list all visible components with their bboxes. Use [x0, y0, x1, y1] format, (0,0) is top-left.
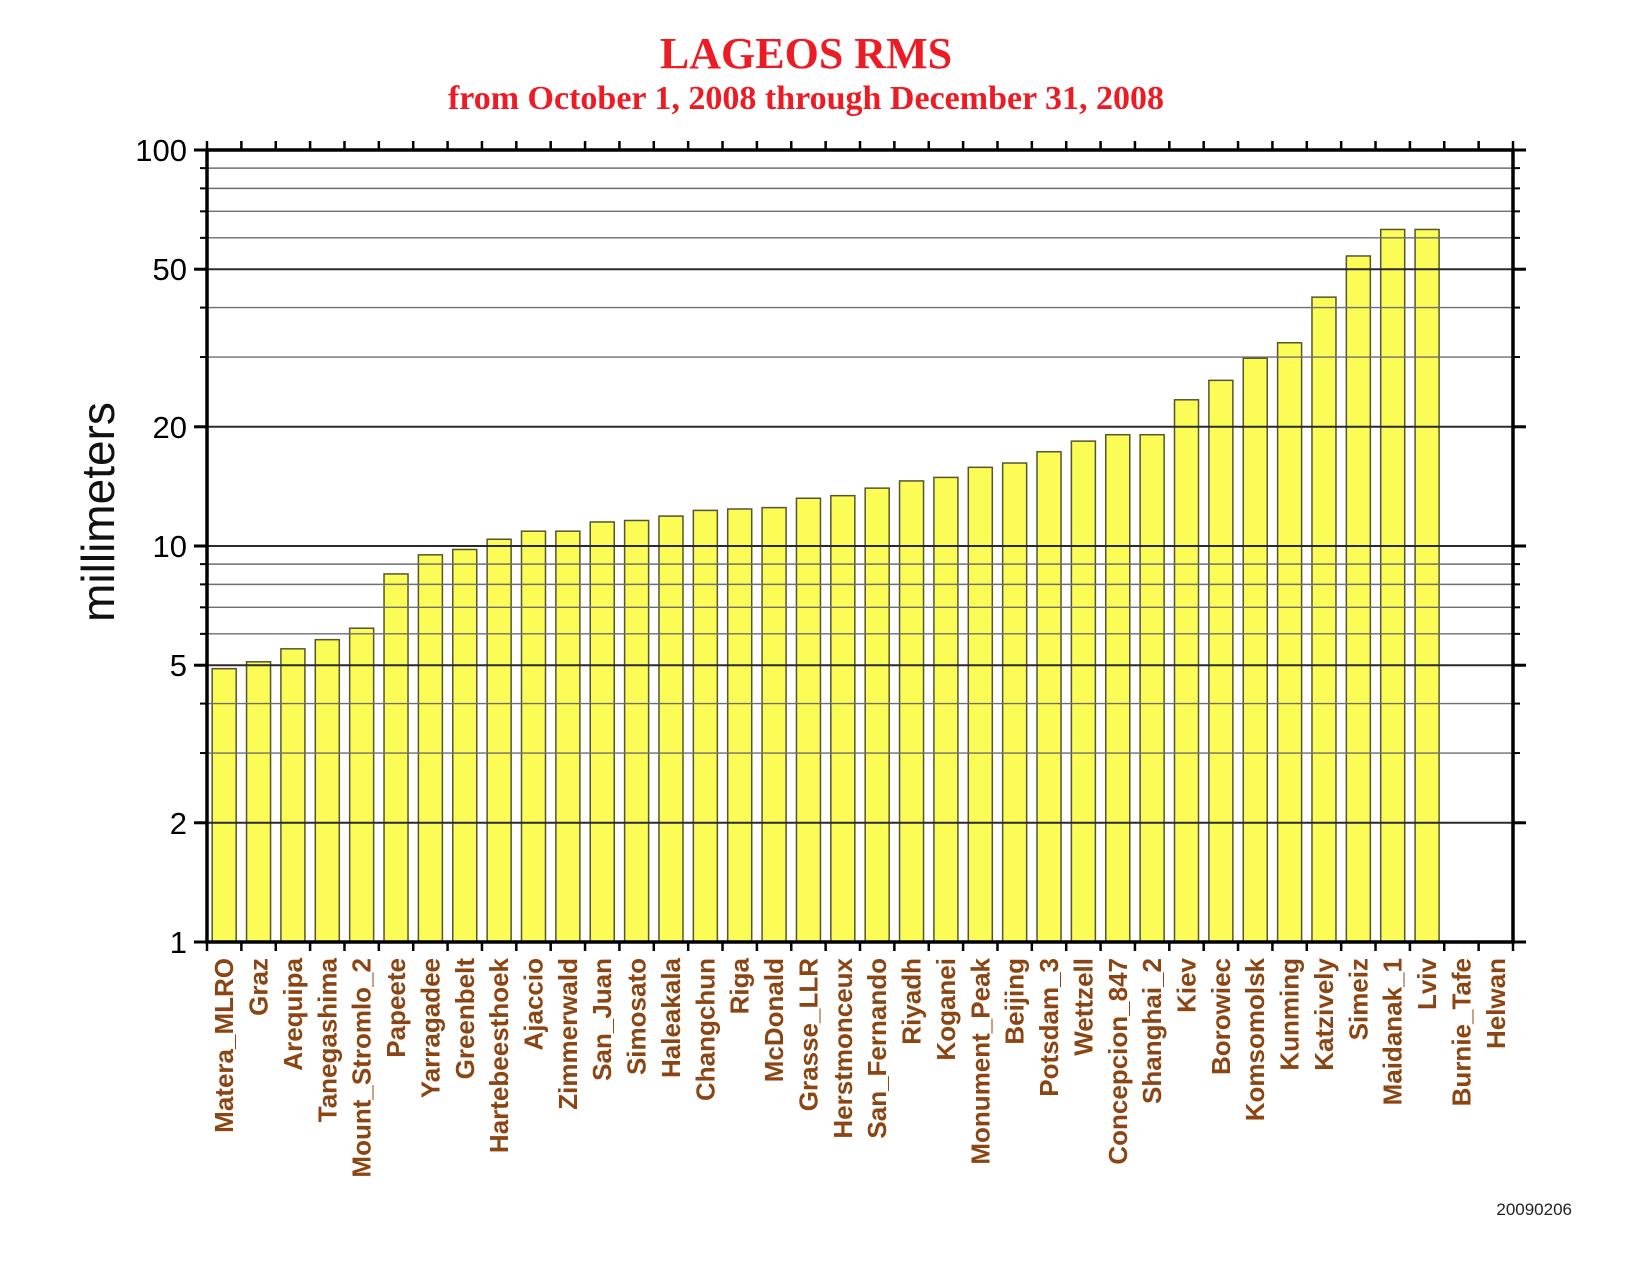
bar [383, 573, 409, 943]
bar [864, 487, 890, 943]
bar [211, 667, 237, 943]
y-tick-label: 50 [153, 252, 187, 287]
bar [1173, 399, 1200, 943]
y-tick-label: 5 [170, 648, 187, 683]
bar [314, 638, 341, 943]
station-label: Kunming [1275, 958, 1305, 1071]
bar [1242, 357, 1268, 943]
bar [1139, 433, 1165, 943]
station-label: Katzively [1309, 957, 1339, 1070]
bar [726, 508, 753, 943]
station-label: Lviv [1412, 957, 1442, 1010]
bar [417, 554, 444, 943]
bar [830, 494, 856, 943]
y-tick-label: 10 [153, 529, 187, 564]
station-label: Hartebeesthoek [484, 957, 514, 1153]
bar [1276, 342, 1303, 943]
bar [1208, 379, 1234, 943]
station-label: Wettzell [1068, 958, 1098, 1056]
station-label: Riyadh [897, 958, 927, 1045]
bar [1414, 228, 1440, 943]
datestamp: 20090206 [1496, 1200, 1572, 1219]
station-label: Grasse_LLR [793, 958, 823, 1111]
station-label: Kiev [1172, 957, 1202, 1012]
y-tick-label: 100 [135, 133, 187, 168]
bar [1070, 440, 1097, 943]
bar [933, 476, 959, 943]
station-label: Haleakala [656, 957, 686, 1078]
station-label: Mount_Stromlo_2 [347, 958, 377, 1178]
station-label: San_Juan [587, 958, 617, 1081]
station-label: Helwan [1481, 958, 1511, 1049]
station-label: Yarragadee [415, 958, 445, 1098]
station-label: Riga [725, 957, 755, 1014]
bar [1105, 433, 1131, 943]
bar [348, 627, 375, 943]
y-tick-label: 20 [153, 410, 187, 445]
station-label: Monument_Peak [965, 957, 995, 1164]
station-label: Simeiz [1343, 958, 1373, 1040]
bar [555, 530, 581, 943]
station-label: Zimmerwald [553, 958, 583, 1110]
y-tick-label: 2 [170, 806, 187, 841]
station-label: Papeete [381, 958, 411, 1058]
bar [1001, 462, 1028, 943]
bar [898, 480, 925, 943]
station-label: Graz [244, 958, 274, 1016]
station-label: Changchun [690, 958, 720, 1101]
station-label: Concepcion_847 [1103, 958, 1133, 1165]
bar [967, 466, 994, 943]
bar [486, 538, 512, 943]
station-label: Matera_MLRO [209, 958, 239, 1133]
station-label: Komsomolsk [1240, 957, 1270, 1121]
station-label: Tanegashima [312, 957, 342, 1122]
station-label: Beijing [1000, 958, 1030, 1045]
station-label: Potsdam_3 [1034, 958, 1064, 1097]
bar [658, 515, 684, 943]
y-tick-label: 1 [170, 925, 187, 960]
station-label: Burnie_Tafe [1446, 958, 1476, 1106]
station-label: Ajaccio [519, 958, 549, 1051]
bar [520, 530, 547, 943]
station-label: Greenbelt [450, 958, 480, 1080]
chart-title: LAGEOS RMS [659, 29, 953, 78]
bar [1379, 228, 1406, 943]
bar [692, 509, 719, 943]
bar [452, 548, 478, 943]
station-label: Arequipa [278, 957, 308, 1070]
bar [589, 521, 615, 943]
station-label: McDonald [759, 958, 789, 1082]
station-label: San_Fernando [862, 958, 892, 1139]
bar [623, 519, 650, 943]
bar [280, 648, 306, 943]
station-label: Borowiec [1206, 958, 1236, 1075]
station-label: Simosato [622, 958, 652, 1075]
station-label: Shanghai_2 [1137, 958, 1167, 1104]
station-label: Koganei [931, 958, 961, 1061]
station-label: Maidanak_1 [1378, 958, 1408, 1105]
station-label: Herstmonceux [828, 957, 858, 1138]
bar [1311, 296, 1337, 943]
bar [1345, 255, 1372, 943]
bar [1036, 450, 1062, 943]
bar [761, 506, 787, 943]
chart-subtitle: from October 1, 2008 through December 31… [447, 80, 1165, 117]
